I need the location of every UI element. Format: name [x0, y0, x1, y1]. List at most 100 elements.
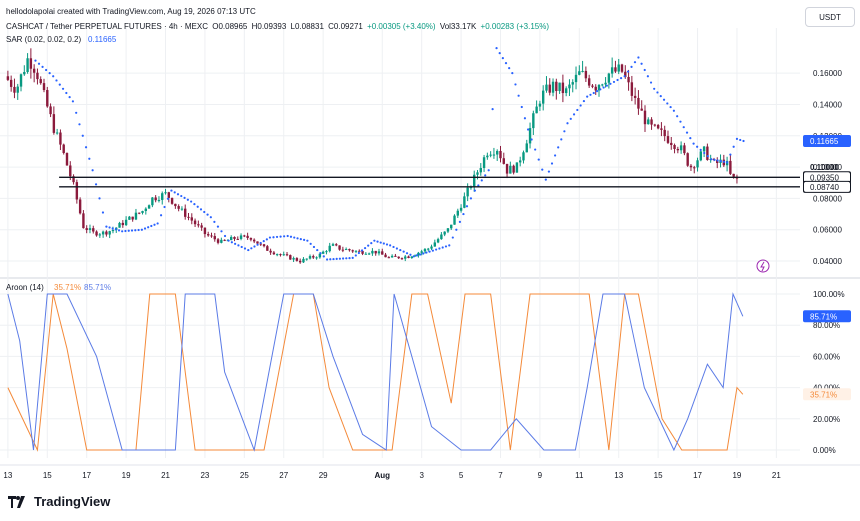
candle-body: [400, 258, 404, 260]
sar-dot: [376, 240, 379, 243]
candle-body: [252, 239, 256, 242]
round-price-label: 0.10000: [810, 163, 839, 172]
sar-dot: [586, 95, 589, 98]
sar-dot: [98, 197, 101, 200]
time-tick-label: 21: [772, 471, 781, 480]
sar-dot: [203, 210, 206, 214]
sar-dot: [703, 151, 706, 155]
candle-body: [427, 248, 430, 250]
sar-dot: [389, 244, 392, 247]
level-price-label: 0.09350: [810, 173, 839, 182]
sar-dot: [428, 250, 431, 253]
aroon-legend-title: Aroon (14): [6, 283, 44, 292]
aroon-value-box: [803, 388, 851, 401]
candle-body: [679, 145, 683, 151]
candle-body: [82, 213, 85, 229]
sar-dot: [52, 75, 55, 78]
sar-dot: [422, 252, 425, 255]
candle-body: [656, 125, 660, 129]
aroon-value-box: [803, 310, 851, 323]
sar-dot: [322, 255, 325, 258]
ohlc-change: +0.00305 (+3.40%): [367, 22, 436, 31]
candle-body: [528, 128, 532, 144]
candle-body: [541, 90, 545, 104]
sar-dot: [385, 243, 389, 246]
candle-body: [197, 224, 200, 226]
candle-body: [331, 244, 335, 246]
candle-body: [440, 234, 443, 240]
sar-dot: [332, 257, 335, 261]
time-tick-label: 9: [538, 471, 543, 480]
sar-dot: [367, 244, 370, 247]
candle-body: [693, 167, 696, 169]
sar-dot: [465, 205, 469, 208]
candle-body: [111, 229, 115, 232]
candle-body: [676, 148, 680, 151]
sar-dot: [357, 251, 361, 255]
sar-dot: [253, 245, 256, 248]
candle-body: [108, 231, 111, 235]
sar-dot: [710, 158, 713, 161]
sar-dot: [306, 239, 309, 242]
sar-dot: [279, 235, 282, 238]
sar-dot: [511, 72, 514, 75]
sar-dot: [592, 91, 595, 95]
candle-body: [95, 231, 98, 236]
sar-dot: [180, 194, 183, 198]
sar-dot: [176, 193, 180, 196]
sar-dot: [418, 253, 422, 256]
sar-dot: [382, 242, 385, 245]
candle-body: [492, 154, 496, 156]
candle-body: [450, 224, 453, 229]
ohlc-open: O0.08965: [212, 22, 248, 31]
candle-body: [167, 192, 171, 198]
sar-dot: [448, 244, 451, 247]
sar-dot: [213, 220, 216, 223]
sar-dot: [469, 197, 473, 200]
candle-body: [289, 255, 292, 260]
symbol-title[interactable]: CASHCAT / Tether PERPETUAL FUTURES · 4h …: [6, 22, 208, 31]
sar-dot: [589, 93, 592, 96]
currency-button[interactable]: USDT: [805, 7, 855, 27]
brand-logo[interactable]: TradingView: [8, 494, 110, 509]
candle-body: [246, 235, 249, 238]
ohlc-close: C0.09271: [328, 22, 363, 31]
sar-dot: [579, 104, 582, 107]
candle-body: [321, 251, 325, 254]
sar-dot: [329, 258, 332, 261]
tradingview-logo-icon: [8, 495, 25, 508]
candle-body: [568, 84, 571, 89]
candle-body: [85, 228, 88, 230]
candle-body: [42, 83, 46, 91]
sar-dot: [117, 229, 121, 232]
sar-dot: [127, 229, 130, 232]
sar-dot: [114, 228, 117, 231]
sar-dot: [504, 62, 508, 65]
sar-dot: [495, 46, 498, 50]
sar-dot: [473, 189, 476, 192]
candle-body: [302, 258, 305, 263]
candle-body: [558, 82, 561, 92]
candle-body: [469, 187, 473, 189]
time-tick-label: 21: [161, 471, 170, 480]
sar-dot: [550, 162, 554, 165]
sar-dot: [402, 250, 405, 253]
sar-dot: [523, 117, 527, 120]
candle-body: [410, 256, 414, 259]
sar-dot: [732, 145, 735, 148]
sar-dot: [484, 174, 487, 177]
candle-body: [584, 70, 588, 79]
candle-body: [200, 225, 203, 228]
sar-dot: [296, 237, 299, 240]
sar-dot: [61, 87, 65, 90]
candle-body: [72, 176, 75, 183]
sar-dot: [480, 179, 483, 182]
sar-dot: [572, 113, 576, 116]
sar-dot: [682, 126, 685, 129]
candle-body: [223, 239, 226, 241]
sar-dot: [656, 91, 659, 94]
sar-dot: [662, 98, 666, 101]
candle-body: [118, 222, 121, 228]
sar-dot: [722, 160, 726, 163]
